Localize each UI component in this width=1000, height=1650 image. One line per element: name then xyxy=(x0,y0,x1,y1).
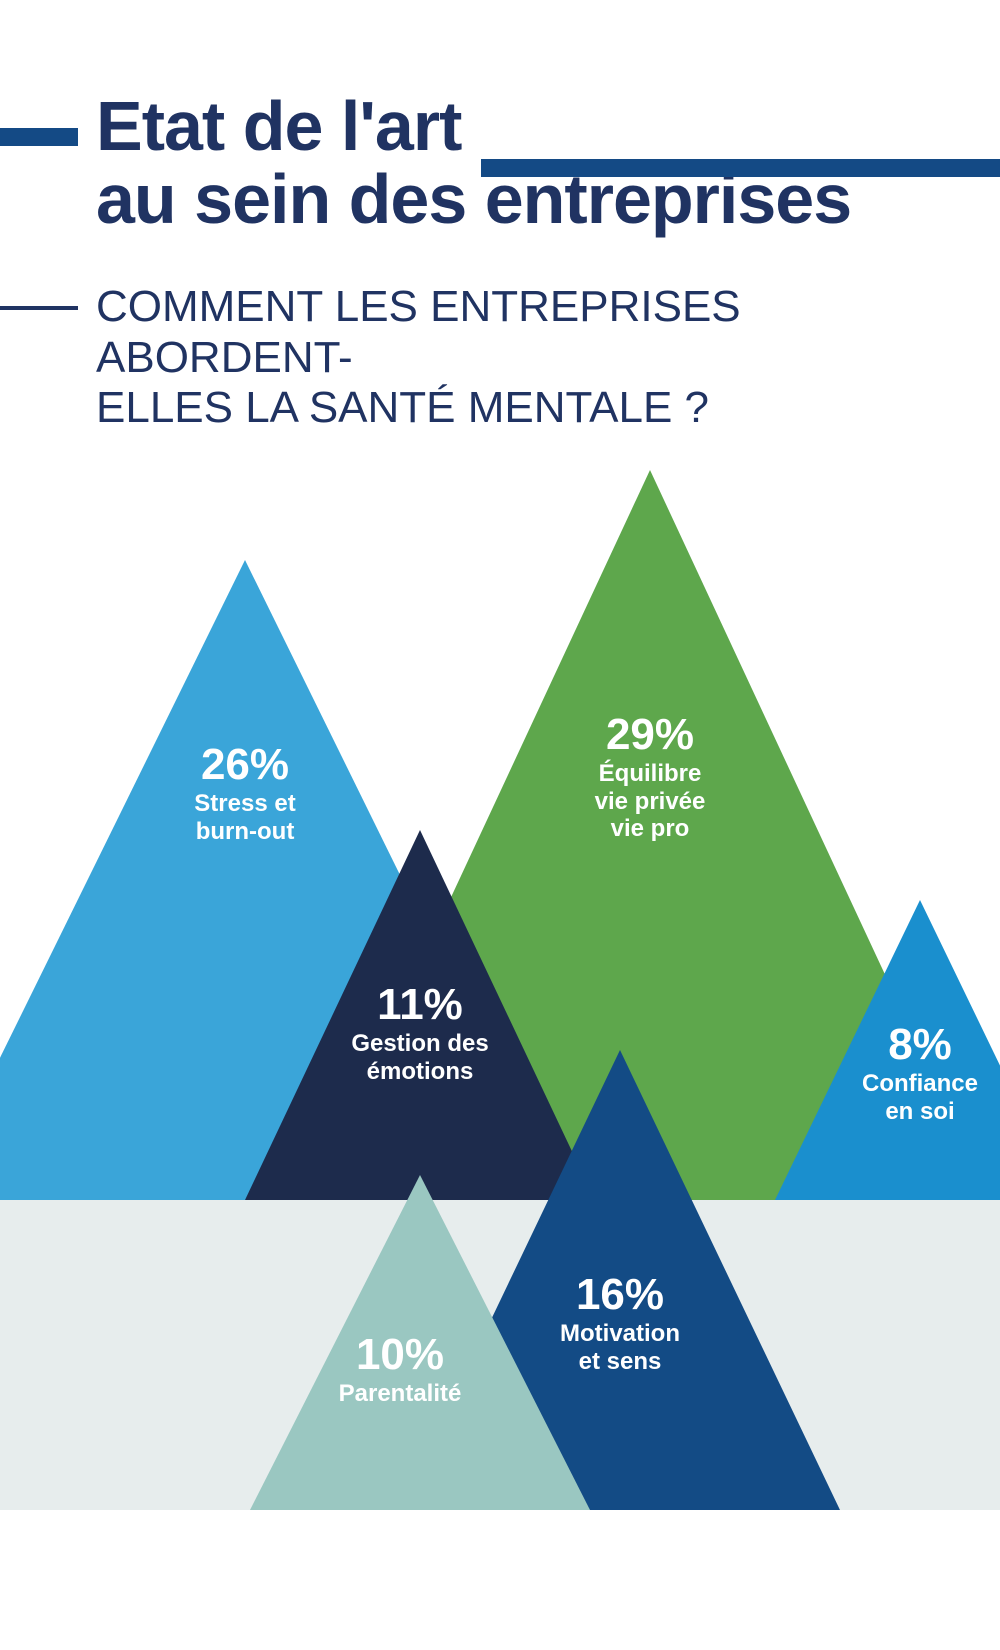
triangle-label-line-parentalite-0: Parentalité xyxy=(260,1380,540,1408)
triangle-label-line-equilibre-0: Équilibre xyxy=(510,760,790,788)
title-accent-bar-right-wrap: Etat de l'art xyxy=(96,128,1000,208)
title-accent-bar-right xyxy=(481,159,1000,177)
subtitle-line-2: ELLES LA SANTÉ MENTALE ? xyxy=(96,383,1000,434)
triangle-label-line-equilibre-1: vie privée xyxy=(510,788,790,816)
page-subtitle: COMMENT LES ENTREPRISES ABORDENT- ELLES … xyxy=(96,282,1000,434)
triangle-percent-equilibre: 29% xyxy=(510,710,790,760)
triangle-percent-parentalite: 10% xyxy=(260,1330,540,1380)
subtitle-line-1: COMMENT LES ENTREPRISES ABORDENT- xyxy=(96,282,1000,383)
title-accent-bar-left xyxy=(0,128,78,146)
triangle-percent-gestion: 11% xyxy=(280,980,560,1030)
triangle-label-equilibre: 29%Équilibrevie privéevie pro xyxy=(510,710,790,843)
triangle-label-parentalite: 10%Parentalité xyxy=(260,1330,540,1408)
triangle-chart: 26%Stress etburn-out29%Équilibrevie priv… xyxy=(0,460,1000,1510)
subtitle-accent-bar xyxy=(0,306,78,310)
